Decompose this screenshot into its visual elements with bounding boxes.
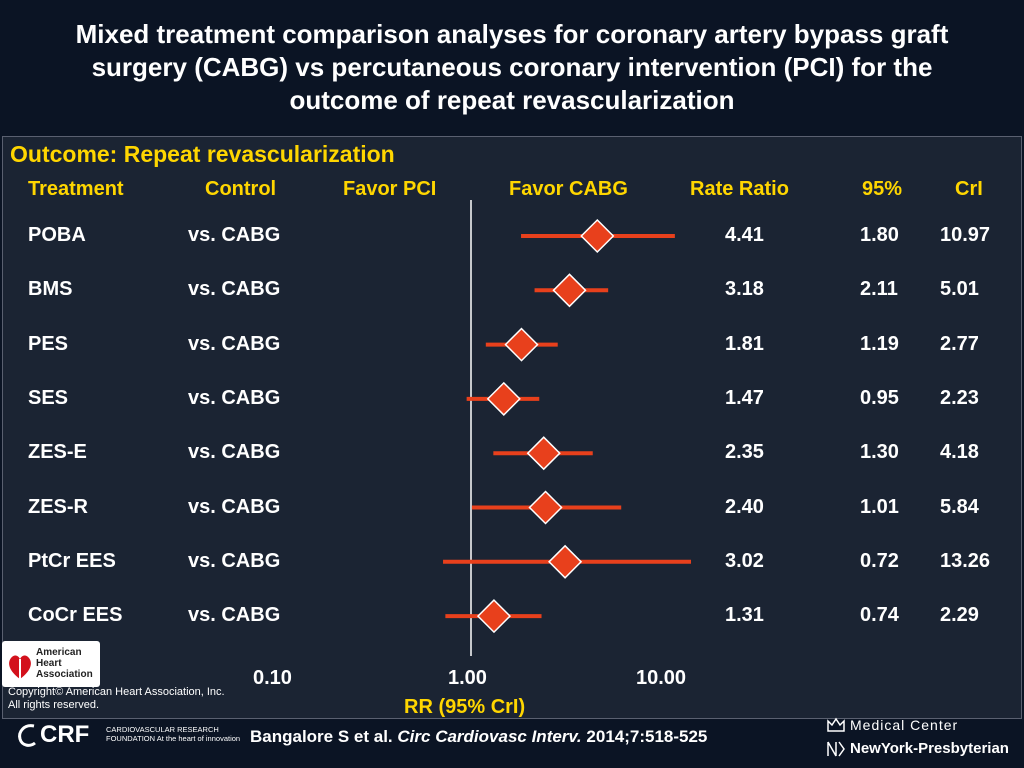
- row-ci-high: 2.23: [940, 386, 979, 409]
- medical-center-text: Medical Center: [850, 717, 959, 733]
- header-favor-pci: Favor PCI: [343, 178, 437, 200]
- row-rate-ratio: 2.40: [725, 495, 764, 518]
- point-estimate-diamond: [548, 544, 583, 579]
- x-tick-label: 0.10: [253, 667, 292, 689]
- copyright-text: Copyright© American Heart Association, I…: [8, 686, 225, 711]
- citation-ref: 2014;7:518-525: [586, 727, 708, 746]
- citation: Bangalore S et al. Circ Cardiovasc Inter…: [250, 727, 707, 747]
- row-rate-ratio: 3.18: [725, 278, 764, 301]
- row-ci-low: 2.11: [860, 278, 898, 301]
- row-ci-low: 1.30: [860, 441, 899, 464]
- point-estimate-diamond: [486, 381, 521, 416]
- row-control: vs. CABG: [188, 278, 281, 301]
- row-treatment: PtCr EES: [28, 549, 116, 572]
- title-line: outcome of repeat revascularization: [289, 85, 735, 115]
- row-ci-low: 0.74: [860, 604, 899, 627]
- row-rate-ratio: 1.47: [725, 386, 764, 409]
- row-rate-ratio: 1.31: [725, 604, 764, 627]
- nyp-text: NewYork-Presbyterian: [850, 740, 1009, 757]
- row-rate-ratio: 1.81: [725, 332, 764, 355]
- row-control: vs. CABG: [188, 386, 281, 409]
- point-estimate-diamond: [528, 490, 563, 525]
- row-treatment: BMS: [28, 278, 73, 301]
- row-ci-high: 5.84: [940, 495, 979, 518]
- nyp-icon: [827, 741, 845, 757]
- crown-icon: [827, 717, 845, 732]
- header-favor-cabg: Favor CABG: [509, 178, 628, 200]
- row-ci-low: 1.80: [860, 224, 899, 246]
- chart-panel: [2, 136, 1022, 719]
- title-line: Mixed treatment comparison analyses for …: [75, 19, 949, 49]
- header-rate-ratio: Rate Ratio: [690, 178, 789, 200]
- row-rate-ratio: 4.41: [725, 224, 764, 246]
- row-treatment: ZES-R: [28, 495, 88, 518]
- row-ci-high: 5.01: [940, 278, 979, 301]
- header-95: 95%: [862, 178, 903, 200]
- slide-title: Mixed treatment comparison analyses for …: [0, 18, 1024, 117]
- row-ci-high: 2.29: [940, 604, 979, 627]
- row-treatment: POBA: [28, 224, 86, 246]
- crf-swirl-icon: [18, 724, 36, 747]
- title-line: surgery (CABG) vs percutaneous coronary …: [91, 52, 933, 82]
- row-treatment: SES: [28, 386, 69, 409]
- row-ci-low: 1.19: [860, 332, 899, 355]
- x-tick-label: 1.00: [448, 667, 487, 689]
- row-treatment: ZES-E: [28, 441, 87, 464]
- row-ci-low: 0.72: [860, 549, 899, 572]
- row-ci-high: 10.97: [940, 224, 991, 246]
- row-ci-low: 1.01: [860, 495, 899, 518]
- row-control: vs. CABG: [188, 441, 281, 464]
- row-treatment: CoCr EES: [28, 604, 123, 627]
- row-control: vs. CABG: [188, 495, 281, 518]
- header-control: Control: [205, 178, 277, 200]
- x-tick-label: 10.00: [636, 667, 687, 689]
- row-rate-ratio: 3.02: [725, 549, 764, 572]
- citation-journal: Circ Cardiovasc Interv.: [397, 727, 582, 746]
- point-estimate-diamond: [504, 327, 539, 362]
- heart-torch-icon: [9, 655, 31, 679]
- row-treatment: PES: [28, 332, 69, 355]
- row-control: vs. CABG: [188, 604, 281, 627]
- point-estimate-diamond: [580, 218, 615, 254]
- row-rate-ratio: 2.35: [725, 441, 764, 464]
- crf-logo-subtitle: CARDIOVASCULAR RESEARCH FOUNDATION At th…: [106, 725, 241, 743]
- header-treatment: Treatment: [28, 178, 124, 200]
- aha-logo-text: American Heart Association: [36, 647, 93, 680]
- row-ci-low: 0.95: [860, 386, 899, 409]
- row-control: vs. CABG: [188, 549, 281, 572]
- aha-logo: American Heart Association: [2, 641, 100, 687]
- point-estimate-diamond: [552, 273, 587, 308]
- point-estimate-diamond: [526, 436, 561, 471]
- citation-authors: Bangalore S et al.: [250, 727, 393, 746]
- row-control: vs. CABG: [188, 224, 281, 246]
- row-ci-high: 13.26: [940, 549, 991, 572]
- row-ci-high: 4.18: [940, 441, 979, 464]
- row-ci-high: 2.77: [940, 332, 979, 355]
- outcome-label: Outcome: Repeat revascularization: [10, 141, 395, 167]
- x-axis-label: RR (95% CrI): [404, 696, 526, 718]
- row-control: vs. CABG: [188, 332, 281, 355]
- header-crl: CrI: [955, 178, 983, 200]
- crf-logo-text: CRF: [40, 721, 90, 748]
- point-estimate-diamond: [476, 599, 512, 634]
